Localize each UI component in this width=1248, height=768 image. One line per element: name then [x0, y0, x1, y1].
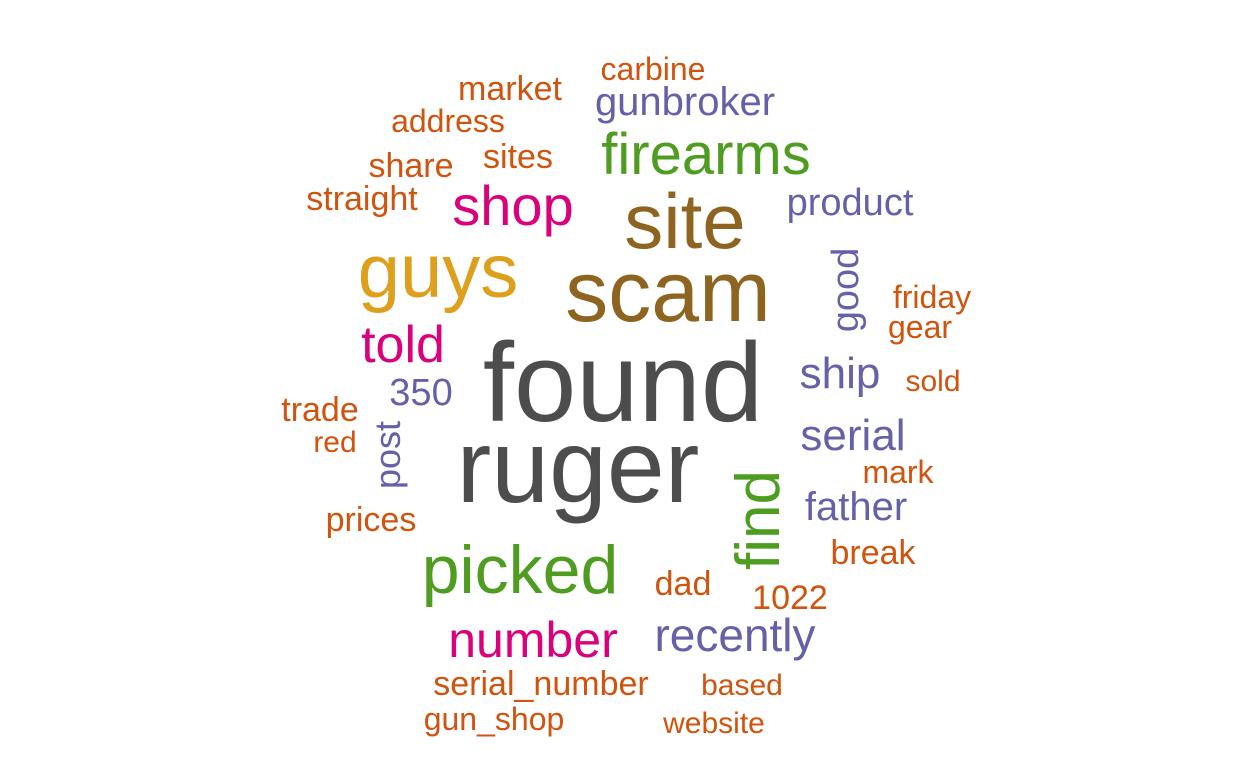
word-scam: scam — [565, 244, 771, 340]
word-dad: dad — [654, 565, 712, 603]
word-market: market — [458, 70, 562, 108]
word-friday: friday — [892, 279, 972, 315]
word-trade: trade — [281, 391, 359, 429]
word-picked: picked — [421, 532, 619, 608]
word-based: based — [701, 669, 783, 702]
word-sold: sold — [905, 365, 961, 398]
word-mark: mark — [862, 454, 934, 490]
word-firearms: firearms — [601, 122, 811, 187]
word-site: site — [624, 177, 746, 265]
word-ship: ship — [799, 349, 881, 398]
word-prices: prices — [325, 501, 417, 539]
word-shop: shop — [452, 174, 574, 237]
word-gear: gear — [887, 309, 953, 345]
word-gunbroker: gunbroker — [594, 80, 776, 124]
word-address: address — [391, 103, 505, 139]
word-serial-number: serial_number — [433, 665, 649, 703]
word-gun-shop: gun_shop — [423, 701, 565, 737]
word-number: number — [448, 612, 618, 668]
word-told: told — [361, 316, 445, 374]
word-break: break — [830, 534, 916, 572]
word-ruger: ruger — [456, 409, 700, 525]
word-1022: 1022 — [752, 579, 828, 617]
word-good: good — [825, 247, 867, 333]
word-red: red — [313, 426, 357, 459]
word-guys: guys — [357, 229, 519, 314]
word-share: share — [368, 147, 454, 185]
word-find: find — [724, 470, 793, 570]
word-sites: sites — [483, 138, 553, 176]
word-straight: straight — [306, 180, 418, 218]
word-serial: serial — [800, 411, 906, 460]
word-carbine: carbine — [600, 51, 706, 87]
word-350: 350 — [389, 372, 453, 414]
word-product: product — [786, 182, 914, 224]
word-post: post — [367, 420, 408, 490]
word-website: website — [663, 707, 765, 740]
word-found: found — [482, 320, 764, 445]
word-father: father — [804, 485, 908, 529]
word-recently: recently — [654, 609, 816, 661]
